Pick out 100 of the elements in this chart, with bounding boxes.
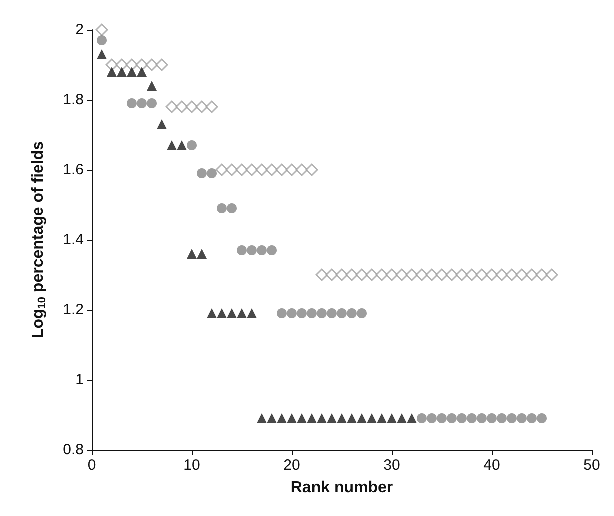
point [316, 268, 328, 282]
point [277, 414, 287, 424]
point [157, 120, 167, 130]
point [217, 308, 227, 318]
point [197, 249, 207, 259]
point [116, 58, 128, 72]
point [97, 50, 107, 60]
point [136, 58, 148, 72]
y-tick-label: 2 [76, 22, 84, 38]
point [527, 414, 537, 424]
point [416, 268, 428, 282]
point [286, 164, 298, 176]
x-axis-title: Rank number [290, 480, 394, 496]
point [506, 268, 518, 282]
point [187, 140, 197, 150]
point [247, 246, 257, 256]
point [276, 164, 288, 176]
point [146, 58, 158, 72]
point [387, 414, 397, 424]
point [396, 268, 408, 282]
point [106, 58, 118, 72]
point [256, 164, 268, 176]
point [386, 268, 398, 282]
point [227, 204, 237, 214]
point [337, 308, 347, 318]
point [287, 414, 297, 424]
point [156, 58, 168, 72]
point [246, 164, 258, 176]
point [237, 308, 247, 318]
point [97, 36, 107, 46]
point [297, 308, 307, 318]
point [167, 140, 177, 150]
point [486, 268, 498, 282]
point [206, 100, 218, 114]
point [306, 164, 318, 176]
point [137, 98, 147, 108]
point [466, 268, 478, 282]
point [376, 268, 388, 282]
point [257, 414, 267, 424]
point [397, 414, 407, 424]
point [96, 24, 108, 36]
point [347, 308, 357, 318]
point [487, 414, 497, 424]
x-tick-label: 30 [384, 457, 400, 474]
point [296, 164, 308, 176]
point [326, 268, 338, 282]
point [477, 414, 487, 424]
point [196, 100, 208, 114]
point [526, 268, 538, 282]
point [327, 414, 337, 424]
x-tick-label: 40 [484, 457, 500, 474]
point [367, 414, 377, 424]
point [197, 168, 207, 178]
point [437, 414, 447, 424]
point [166, 100, 178, 114]
point [357, 414, 367, 424]
point [337, 414, 347, 424]
point [427, 414, 437, 424]
point [177, 140, 187, 150]
x-tick-label: 50 [584, 457, 600, 474]
x-tick-label: 10 [184, 457, 200, 474]
point [496, 268, 508, 282]
point [476, 268, 488, 282]
point [377, 414, 387, 424]
point [216, 164, 228, 176]
point [207, 308, 217, 318]
point [226, 164, 238, 176]
point [407, 414, 417, 424]
point [257, 246, 267, 256]
point [537, 414, 547, 424]
point [186, 100, 198, 114]
point [426, 268, 438, 282]
point [277, 308, 287, 318]
y-tick-label: 1.6 [63, 162, 84, 178]
y-tick-label: 1.8 [63, 92, 84, 108]
point [366, 268, 378, 282]
point [126, 58, 138, 72]
y-tick-label: 1.4 [63, 232, 84, 248]
y-tick-label: 1 [76, 372, 84, 388]
point [357, 308, 367, 318]
y-tick-label: 1.2 [63, 302, 84, 318]
point [307, 308, 317, 318]
point [336, 268, 348, 282]
point [107, 67, 117, 77]
point [406, 268, 418, 282]
y-tick-label: 0.8 [63, 442, 84, 458]
point [346, 268, 358, 282]
point [237, 246, 247, 256]
point [176, 100, 188, 114]
point [456, 268, 468, 282]
point [356, 268, 368, 282]
point [117, 67, 127, 77]
point [436, 268, 448, 282]
point [516, 268, 528, 282]
point [467, 414, 477, 424]
point [507, 414, 517, 424]
point [307, 414, 317, 424]
point [137, 67, 147, 77]
point [207, 168, 217, 178]
point [546, 268, 558, 282]
